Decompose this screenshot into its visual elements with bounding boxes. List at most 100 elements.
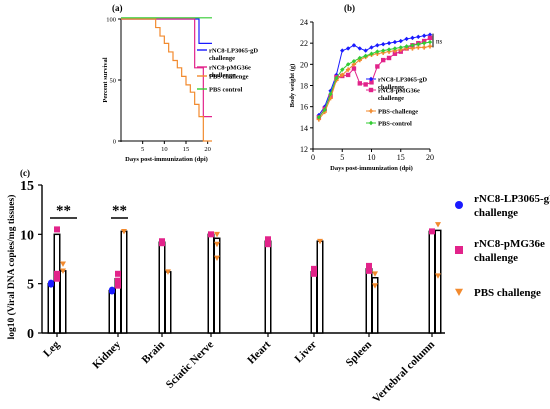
weight-y-tick-label: 20 <box>300 60 308 69</box>
dna-bar-pbs-challenge <box>213 237 221 334</box>
weight-point-pbs-control <box>375 49 380 54</box>
weight-point-rnc8-lp3065-gd-challenge <box>363 48 368 53</box>
weight-point-pbs-control <box>427 39 433 45</box>
dna-category-label: Vertebral column <box>370 339 437 406</box>
weight-point-pbs-control <box>369 51 374 56</box>
dna-category-label: Liver <box>292 339 319 366</box>
weight-point-rnc8-lp3065-gd-challenge <box>427 32 433 37</box>
weight-point-pbs-control <box>345 62 351 67</box>
dna-point-pbs-challenge <box>435 222 441 228</box>
survival-y-tick-label: 100 <box>106 17 116 24</box>
weight-y-tick-label: 12 <box>300 145 308 154</box>
dna-bar-rnc8-pmg36e-challenge <box>207 233 215 334</box>
weight-point-rnc8-pmg36e-challenge <box>357 81 362 86</box>
survival-legend-label: PBS challenge <box>209 74 249 81</box>
dna-bar-pbs-challenge <box>59 270 67 334</box>
weight-point-pbs-control <box>328 91 333 97</box>
weight-x-tick-label: 0 <box>311 153 315 162</box>
survival-line-rnc8-lp3065-gd-challenge <box>121 18 212 45</box>
dna-point-pbs-challenge <box>372 271 378 277</box>
weight-point-pbs-control <box>322 107 327 113</box>
weight-legend-marker <box>368 120 374 126</box>
dna-bar-pbs-challenge <box>371 276 379 334</box>
dna-legend-label: rNC8-pMG36e <box>474 238 545 250</box>
survival-legend-label: rNC8-LP3065-gD <box>209 48 258 55</box>
dna-point-rnc8-pmg36e-challenge <box>311 270 317 277</box>
dna-point-pbs-challenge <box>435 273 441 279</box>
weight-point-pbs-control <box>334 75 339 81</box>
dna-legend-label: challenge <box>474 207 518 219</box>
weight-point-rnc8-lp3065-gd-challenge <box>357 46 362 51</box>
dna-point-rnc8-pmg36e-challenge <box>159 240 165 247</box>
dna-point-rnc8-pmg36e-challenge <box>366 262 372 269</box>
weight-point-rnc8-lp3065-gd-challenge <box>340 48 345 53</box>
dna-point-rnc8-pmg36e-challenge <box>115 270 121 277</box>
dna-y-tick-label: 0 <box>27 327 34 342</box>
weight-point-rnc8-pmg36e-challenge <box>363 82 368 87</box>
weight-x-tick-label: 15 <box>397 153 405 162</box>
weight-y-tick-label: 22 <box>300 39 308 48</box>
dna-bar-pbs-challenge <box>316 240 324 334</box>
dna-legend-label: PBS challenge <box>474 287 541 299</box>
weight-point-pbs-challenge <box>345 67 351 72</box>
dna-category-label: Heart <box>245 338 273 366</box>
weight-x-label: Days post-immunization (dpi) <box>330 165 413 172</box>
dna-y-tick-label: 15 <box>20 179 34 194</box>
weight-legend-label: challenge <box>378 95 404 102</box>
weight-point-pbs-challenge <box>340 72 345 78</box>
dna-point-rnc8-pmg36e-challenge <box>115 282 121 289</box>
weight-point-pbs-control <box>381 48 386 53</box>
dna-significance-label: ** <box>56 203 71 219</box>
dna-point-pbs-challenge <box>60 268 66 274</box>
dna-significance-label: ** <box>112 203 127 219</box>
dna-point-rnc8-pmg36e-challenge <box>54 226 60 233</box>
weight-y-tick-label: 16 <box>300 103 308 112</box>
weight-point-pbs-control <box>316 115 322 120</box>
dna-point-pbs-challenge <box>121 228 127 235</box>
dna-bar-rnc8-pmg36e-challenge <box>365 268 373 334</box>
weight-y-tick-label: 18 <box>300 82 308 91</box>
weight-point-pbs-control <box>416 42 421 47</box>
dna-bar-pbs-challenge <box>120 230 128 334</box>
weight-legend-label: rNC8-LP3065-gD <box>378 77 427 84</box>
weight-point-rnc8-lp3065-gd-challenge <box>398 38 403 44</box>
weight-point-pbs-control <box>363 53 368 59</box>
survival-x-tick-label: 10 <box>161 146 168 153</box>
dna-bar-rnc8-lp3065-gd-challenge <box>47 282 55 334</box>
dna-bar-rnc8-pmg36e-challenge <box>264 240 272 334</box>
weight-point-pbs-control <box>392 46 398 51</box>
survival-legend-label: challenge <box>209 55 235 62</box>
dna-point-rnc8-pmg36e-challenge <box>54 275 60 282</box>
dna-category-label: Spleen <box>344 339 375 370</box>
dna-legend-label: rNC8-LP3065-gD <box>474 193 550 205</box>
weight-point-rnc8-pmg36e-challenge <box>351 66 357 71</box>
weight-point-pbs-challenge <box>427 44 433 49</box>
panel-c-label: (c) <box>20 168 30 178</box>
survival-legend-label: rNC8-pMG36e <box>209 65 251 72</box>
weight-point-pbs-control <box>410 43 415 48</box>
dna-bar-rnc8-lp3065-gd-challenge <box>108 289 116 334</box>
dna-bar-pbs-challenge <box>164 271 172 334</box>
weight-point-rnc8-lp3065-gd-challenge <box>381 42 386 47</box>
survival-legend-label: challenge <box>209 72 235 79</box>
weight-legend-label: challenge <box>378 84 404 91</box>
weight-point-rnc8-pmg36e-challenge <box>427 35 433 41</box>
weight-point-pbs-control <box>357 55 362 61</box>
dna-point-rnc8-lp3065-gd-challenge <box>109 288 115 295</box>
dna-point-pbs-challenge <box>214 241 220 248</box>
dna-y-tick-label: 5 <box>27 278 34 293</box>
weight-y-tick-label: 14 <box>300 124 308 133</box>
survival-line-pbs-challenge <box>121 18 212 142</box>
weight-point-pbs-control <box>386 47 392 52</box>
dna-legend-marker <box>455 201 463 209</box>
dna-category-label: Sciatic Nerve <box>164 339 216 391</box>
weight-point-rnc8-lp3065-gd-challenge <box>410 35 415 41</box>
dna-point-rnc8-pmg36e-challenge <box>208 231 214 238</box>
dna-point-pbs-challenge <box>372 283 378 289</box>
dna-point-rnc8-pmg36e-challenge <box>265 236 271 243</box>
dna-category-label: Brain <box>140 339 168 367</box>
survival-y-tick-label: 50 <box>110 78 117 85</box>
weight-x-tick-label: 20 <box>426 153 434 162</box>
dna-legend-marker <box>455 288 463 296</box>
